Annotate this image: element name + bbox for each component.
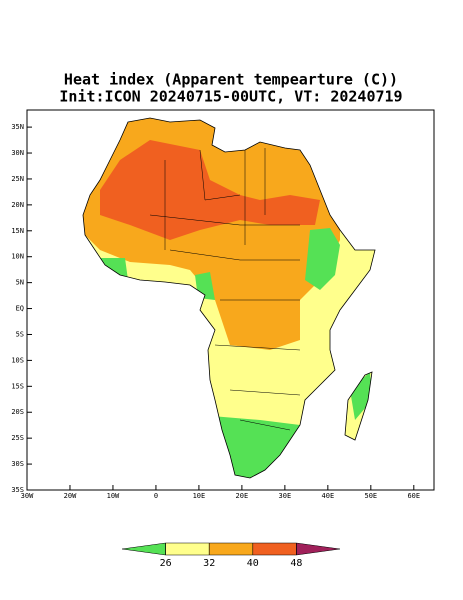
colorbar-bin bbox=[121, 542, 166, 556]
heat-field bbox=[83, 118, 375, 478]
y-tick-label: 5N bbox=[16, 279, 24, 287]
y-tick-label: 5S bbox=[16, 330, 24, 338]
colorbar-bin bbox=[252, 542, 297, 556]
y-tick-label: 30N bbox=[11, 149, 24, 157]
y-tick-label: 15N bbox=[11, 227, 24, 235]
subtitle: Init:ICON 20240715-00UTC, VT: 20240719 bbox=[59, 88, 402, 106]
colorbar-label: 26 bbox=[160, 558, 172, 569]
colorbar-bin bbox=[296, 542, 341, 556]
colorbar-bin bbox=[208, 542, 254, 556]
y-tick-label: 10N bbox=[11, 253, 24, 261]
x-tick-label: 20W bbox=[64, 492, 77, 500]
y-tick-label: 30S bbox=[11, 460, 24, 468]
y-tick-label: 15S bbox=[11, 382, 24, 390]
field-green bbox=[200, 415, 320, 478]
colorbar-label: 48 bbox=[290, 558, 302, 569]
borders bbox=[149, 148, 301, 431]
colorbar-label: 32 bbox=[203, 558, 215, 569]
x-tick-label: 30W bbox=[21, 492, 34, 500]
x-tick-label: 60E bbox=[407, 492, 420, 500]
title: Heat index (Apparent tempearture (C)) bbox=[64, 71, 398, 89]
field-green bbox=[100, 258, 372, 420]
y-tick-label: 35S bbox=[11, 486, 24, 494]
x-tick-label: 50E bbox=[364, 492, 377, 500]
colorbar-bin bbox=[165, 542, 210, 556]
x-tick-label: 20E bbox=[236, 492, 249, 500]
x-tick-label: 0 bbox=[154, 492, 158, 500]
y-tick-label: 10S bbox=[11, 356, 24, 364]
map-frame bbox=[26, 109, 435, 491]
y-tick-label: 20N bbox=[11, 201, 24, 209]
y-tick-label: 25N bbox=[11, 175, 24, 183]
y-tick-label: 35N bbox=[11, 123, 24, 131]
y-tick-label: 20S bbox=[11, 408, 24, 416]
x-tick-label: 30E bbox=[279, 492, 292, 500]
x-tick-label: 40E bbox=[322, 492, 335, 500]
field-green bbox=[305, 228, 340, 290]
y-tick-label: 25S bbox=[11, 434, 24, 442]
x-tick-label: 10E bbox=[193, 492, 206, 500]
y-tick-label: EQ bbox=[16, 305, 24, 313]
x-tick-label: 10W bbox=[107, 492, 120, 500]
colorbar-label: 40 bbox=[247, 558, 259, 569]
